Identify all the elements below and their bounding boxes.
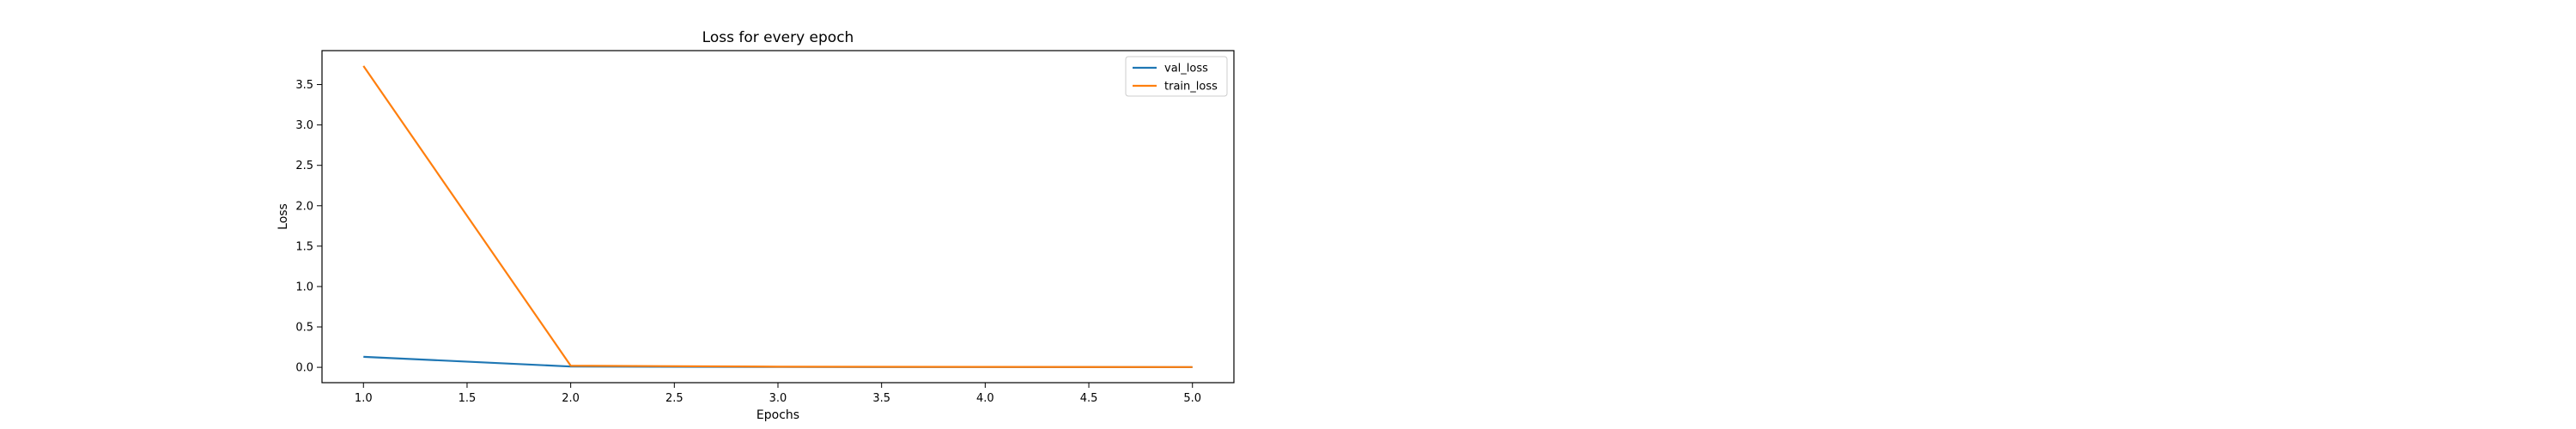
x-tick-label: 2.0 [562,392,580,405]
y-tick-label: 1.5 [295,240,313,253]
legend-label: train_loss [1164,81,1218,94]
x-tick-label: 1.0 [355,392,373,405]
y-tick-label: 2.5 [295,160,313,172]
y-tick-label: 1.0 [295,281,313,293]
x-tick-label: 4.0 [976,392,994,405]
y-tick-label: 0.5 [295,322,313,335]
legend: val_loss train_loss [1125,56,1228,97]
y-tick-label: 3.0 [295,119,313,132]
y-tick-label: 0.0 [295,362,313,375]
x-tick-label: 2.5 [665,392,683,405]
legend-label: val_loss [1164,63,1208,76]
y-tick-label: 3.5 [295,79,313,92]
x-tick-label: 3.0 [769,392,787,405]
x-axis-label: Epochs [756,408,799,422]
x-axis: 1.0 1.5 2.0 2.5 3.0 3.5 4.0 4.5 5.0 [355,383,1201,405]
x-tick-label: 1.5 [459,392,477,405]
x-tick-label: 5.0 [1183,392,1201,405]
x-tick-label: 4.5 [1080,392,1098,405]
y-axis-label: Loss [276,203,290,230]
y-axis: 0.0 0.5 1.0 1.5 2.0 2.5 3.0 3.5 [295,79,322,375]
series-layer [362,65,1193,369]
chart-title: Loss for every epoch [702,29,854,46]
series-line-train-loss [362,65,1193,368]
x-tick-label: 3.5 [872,392,890,405]
y-tick-label: 2.0 [295,200,313,213]
